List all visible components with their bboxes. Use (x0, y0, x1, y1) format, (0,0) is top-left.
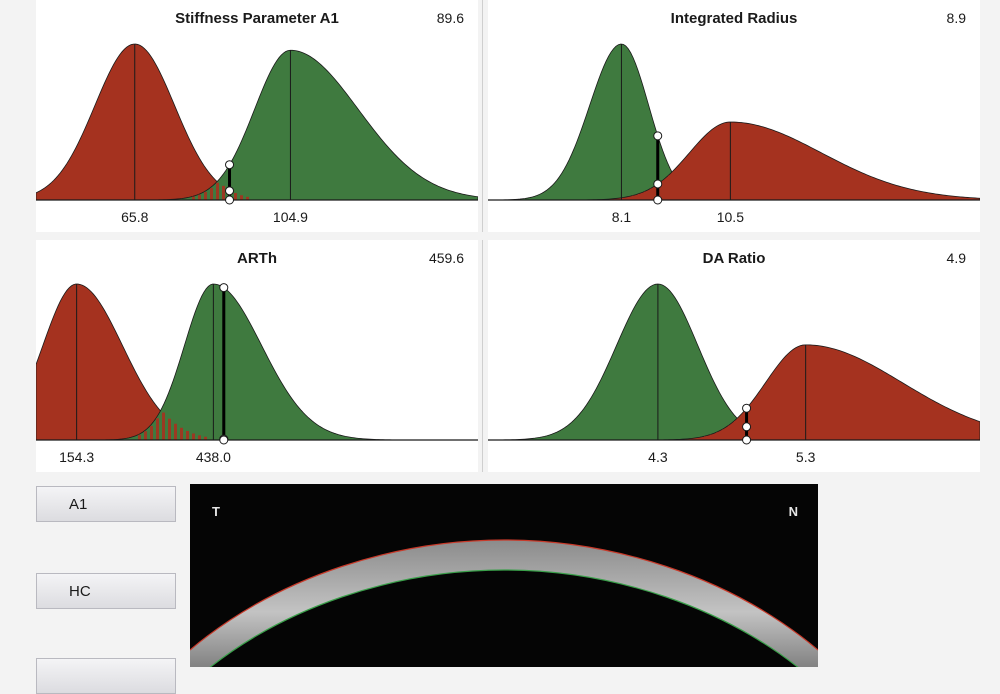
panel-title: Stiffness Parameter A1 (175, 10, 339, 27)
panel-stiffness: Stiffness Parameter A1 89.6 65.8 104.9 (36, 0, 478, 232)
panel-title: ARTh (237, 250, 277, 267)
hatch-stripe (728, 425, 731, 440)
tick-label: 4.3 (648, 449, 668, 465)
marker-dot (219, 283, 229, 293)
hatch-stripe (662, 180, 665, 200)
hatch-stripe (204, 436, 207, 440)
tick-label: 154.3 (59, 449, 94, 465)
marker-dot (225, 160, 235, 170)
marker-dot (219, 435, 229, 445)
marker-dot (653, 195, 663, 205)
hatch-stripe (710, 434, 713, 440)
panel-divider (482, 240, 483, 472)
overlap-hatch (632, 175, 695, 200)
marker-dot (742, 403, 752, 413)
hatch-stripe (240, 195, 243, 200)
marker-dot (225, 186, 235, 196)
hatch-stripe (156, 418, 159, 440)
hatch-stripe (216, 182, 219, 200)
hatch-stripe (150, 425, 153, 440)
hatch-stripe (192, 433, 195, 440)
distribution-chart: 65.8 104.9 (36, 43, 478, 225)
hatch-stripe (674, 175, 677, 200)
distribution-chart: 4.3 5.3 (488, 283, 980, 465)
hatch-stripe (246, 196, 249, 200)
temporal-label: T (212, 504, 220, 519)
marker-dot (225, 195, 235, 205)
hatch-stripe (138, 434, 141, 440)
hatch-stripe (686, 190, 689, 200)
hatch-stripe (198, 435, 201, 440)
hatch-stripe (644, 191, 647, 200)
hatch-stripe (632, 195, 635, 200)
tick-label: 438.0 (196, 449, 231, 465)
panel-value: 4.9 (946, 250, 966, 266)
hatch-stripe (168, 418, 171, 440)
hatch-stripe (734, 421, 737, 440)
panel-integrated-radius: Integrated Radius 8.9 8.1 10.5 (488, 0, 980, 232)
marker-dot (653, 131, 663, 141)
hatch-stripe (740, 421, 743, 440)
hatch-stripe (222, 185, 225, 200)
hatch-stripe (668, 175, 671, 200)
hatch-stripe (180, 427, 183, 440)
hatch-stripe (752, 430, 755, 440)
hatch-stripe (722, 429, 725, 440)
marker-dot (742, 422, 752, 432)
panel-value: 89.6 (436, 10, 464, 26)
panel-arth: ARTh 459.6 154.3 438.0 (36, 240, 478, 472)
cornea-image (190, 539, 818, 667)
panel-title: DA Ratio (702, 250, 766, 267)
hatch-stripe (692, 194, 695, 200)
panel-da-ratio: DA Ratio 4.9 4.3 5.3 (488, 240, 980, 472)
overlap-hatch (138, 412, 207, 440)
hatch-stripe (638, 193, 641, 200)
hatch-stripe (704, 436, 707, 440)
hc-button[interactable]: HC (36, 573, 176, 609)
hatch-stripe (144, 431, 147, 440)
hatch-stripe (192, 196, 195, 200)
panel-value: 459.6 (428, 250, 464, 266)
tick-label: 104.9 (273, 209, 308, 225)
hatch-stripe (234, 193, 237, 200)
tick-label: 65.8 (121, 209, 148, 225)
hatch-stripe (174, 423, 177, 440)
hatch-stripe (680, 184, 683, 200)
hatch-stripe (764, 435, 767, 440)
panel-divider (482, 0, 483, 232)
nasal-label: N (788, 504, 798, 519)
panel-title: Integrated Radius (670, 10, 798, 27)
hatch-stripe (650, 188, 653, 200)
marker-dot (742, 435, 752, 445)
hatch-stripe (758, 433, 761, 440)
distribution-chart: 8.1 10.5 (488, 43, 980, 225)
distribution-chart: 154.3 438.0 (36, 283, 478, 465)
hatch-stripe (204, 191, 207, 200)
hatch-stripe (716, 432, 719, 440)
tick-label: 10.5 (717, 209, 744, 225)
a1-button[interactable]: A1 (36, 486, 176, 522)
hatch-stripe (198, 194, 201, 200)
tick-label: 5.3 (796, 449, 816, 465)
hatch-stripe (210, 187, 213, 200)
scheimpflug-image: T N (190, 484, 818, 667)
hatch-stripe (162, 412, 165, 440)
hatch-stripe (186, 430, 189, 440)
marker-dot (653, 179, 663, 189)
tick-label: 8.1 (612, 209, 632, 225)
extra-button[interactable] (36, 658, 176, 694)
panel-value: 8.9 (946, 10, 966, 26)
